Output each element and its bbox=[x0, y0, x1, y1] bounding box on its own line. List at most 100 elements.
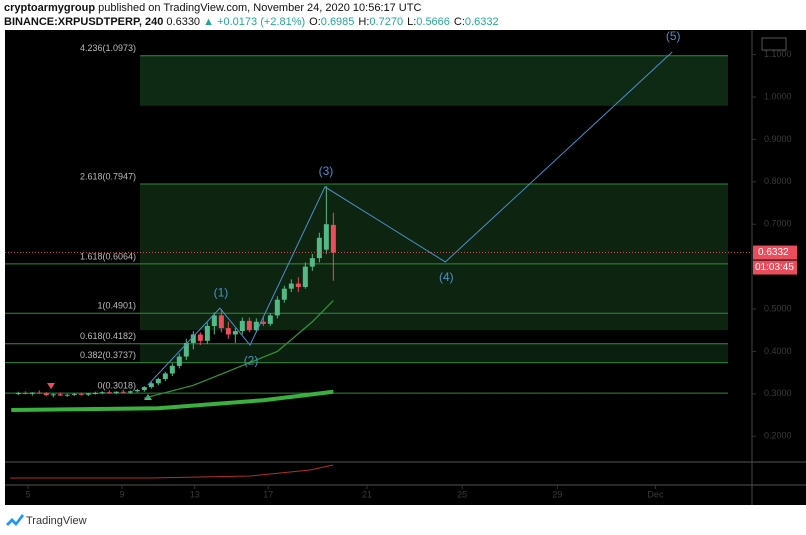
ohlc-label: C: bbox=[454, 16, 465, 28]
fib-label: 0.382(0.3737) bbox=[80, 350, 136, 360]
candle-body bbox=[267, 315, 273, 324]
x-tick-label: Dec bbox=[647, 489, 664, 499]
change: ▲ +0.0173 (+2.81%) bbox=[203, 16, 305, 28]
logo bbox=[6, 514, 24, 526]
moving-average bbox=[11, 389, 334, 412]
candle-body bbox=[85, 393, 91, 395]
plot: 0.20000.30000.40000.50000.60000.70000.80… bbox=[5, 29, 797, 499]
candle-body bbox=[260, 321, 266, 324]
ohlc-label: O: bbox=[309, 16, 321, 28]
candle-body bbox=[127, 391, 133, 393]
y-tick-label: 1.1000 bbox=[764, 49, 792, 59]
y-tick-label: 0.3000 bbox=[764, 388, 792, 398]
ohlc: O:0.6985 H:0.7270 L:0.5666 C:0.6332 bbox=[309, 16, 498, 28]
candle-body bbox=[323, 224, 329, 250]
fib-label: 1.618(0.6064) bbox=[80, 251, 136, 261]
y-tick-label: 0.8000 bbox=[764, 176, 792, 186]
candle-body bbox=[36, 392, 42, 394]
candle-body bbox=[211, 315, 217, 326]
timer-box bbox=[753, 260, 797, 275]
symbol: BINANCE:XRPUSDTPERP, 240 bbox=[4, 16, 163, 28]
candle-body bbox=[225, 328, 231, 335]
price: 0.6330 bbox=[166, 16, 200, 28]
fib-label: 2.618(0.7947) bbox=[80, 171, 136, 181]
x-tick-label: 9 bbox=[119, 489, 124, 499]
ohlc-label: H: bbox=[358, 16, 369, 28]
currency-box bbox=[761, 37, 787, 51]
brand: TradingView bbox=[26, 515, 87, 527]
x-tick-label: 5 bbox=[26, 489, 31, 499]
price-tag-box bbox=[753, 245, 797, 260]
candle-body bbox=[281, 288, 287, 300]
candle-body bbox=[197, 334, 203, 341]
timer: 01:03:45 bbox=[755, 262, 794, 273]
fib-label: 1(0.4901) bbox=[97, 301, 136, 311]
fib-label: 0.618(0.4182) bbox=[80, 331, 136, 341]
candle-body bbox=[274, 299, 280, 316]
wave-label: (4) bbox=[439, 270, 454, 284]
candle-body bbox=[50, 394, 56, 396]
candle-body bbox=[295, 283, 301, 287]
candle-body bbox=[253, 321, 259, 331]
y-tick-label: 0.7000 bbox=[764, 219, 792, 229]
candle-body bbox=[78, 393, 84, 395]
candle-body bbox=[120, 391, 126, 393]
ohlc-value: 0.6332 bbox=[465, 16, 499, 28]
candle-body bbox=[71, 393, 77, 395]
price-tag: 0.6332 bbox=[758, 247, 789, 258]
candle-body bbox=[183, 342, 189, 357]
moving-average bbox=[144, 300, 334, 399]
wave-line bbox=[147, 51, 673, 386]
candle-body bbox=[239, 320, 245, 332]
fib-label: 0(0.3018) bbox=[97, 380, 136, 390]
candle-body bbox=[134, 390, 140, 392]
candle-body bbox=[43, 393, 49, 396]
candle-body bbox=[57, 394, 63, 396]
x-tick-label: 17 bbox=[263, 489, 273, 499]
candle-body bbox=[162, 373, 168, 380]
candle-body bbox=[155, 379, 161, 384]
candle-body bbox=[246, 320, 252, 331]
candle-body bbox=[106, 392, 112, 394]
candle-body bbox=[302, 266, 308, 287]
candle-body bbox=[330, 224, 336, 253]
header-line-2: BINANCE:XRPUSDTPERP, 240 0.6330 ▲ +0.017… bbox=[4, 16, 499, 28]
signal-down bbox=[47, 383, 55, 389]
fib-zone bbox=[140, 343, 728, 363]
ohlc-label: L: bbox=[407, 16, 416, 28]
y-tick-label: 0.9000 bbox=[764, 134, 792, 144]
y-tick-label: 0.5000 bbox=[764, 303, 792, 313]
candle-body bbox=[29, 392, 35, 394]
candle-body bbox=[288, 283, 294, 289]
logo-icon bbox=[6, 514, 24, 526]
candle-body bbox=[92, 392, 98, 394]
candle-body bbox=[22, 392, 28, 394]
y-tick-label: 0.4000 bbox=[764, 346, 792, 356]
header-line-1: cryptoarmygroup published on TradingView… bbox=[4, 2, 421, 14]
candle-body bbox=[148, 383, 154, 388]
x-tick-label: 21 bbox=[362, 489, 372, 499]
wave-label: (3) bbox=[319, 164, 334, 178]
candle-body bbox=[309, 258, 315, 267]
fib-zone bbox=[140, 55, 728, 106]
x-tick-label: 29 bbox=[552, 489, 562, 499]
wave-label: (1) bbox=[214, 285, 229, 299]
ohlc-value: 0.7270 bbox=[369, 16, 403, 28]
published: published on TradingView.com, November 2… bbox=[98, 2, 421, 14]
candle-body bbox=[169, 365, 175, 374]
wave-label: (5) bbox=[666, 29, 681, 43]
indicator-line bbox=[10, 464, 334, 479]
candle-body bbox=[99, 392, 105, 394]
candle-body bbox=[113, 391, 119, 393]
x-tick-label: 13 bbox=[190, 489, 200, 499]
fib-zone bbox=[140, 184, 728, 331]
ohlc-value: 0.5666 bbox=[416, 16, 450, 28]
ohlc-value: 0.6985 bbox=[321, 16, 355, 28]
y-tick-label: 1.0000 bbox=[764, 91, 792, 101]
candle-body bbox=[141, 387, 147, 391]
candle-body bbox=[232, 331, 238, 335]
x-tick-label: 25 bbox=[457, 489, 467, 499]
candle-body bbox=[190, 334, 196, 343]
candle-body bbox=[316, 237, 322, 259]
